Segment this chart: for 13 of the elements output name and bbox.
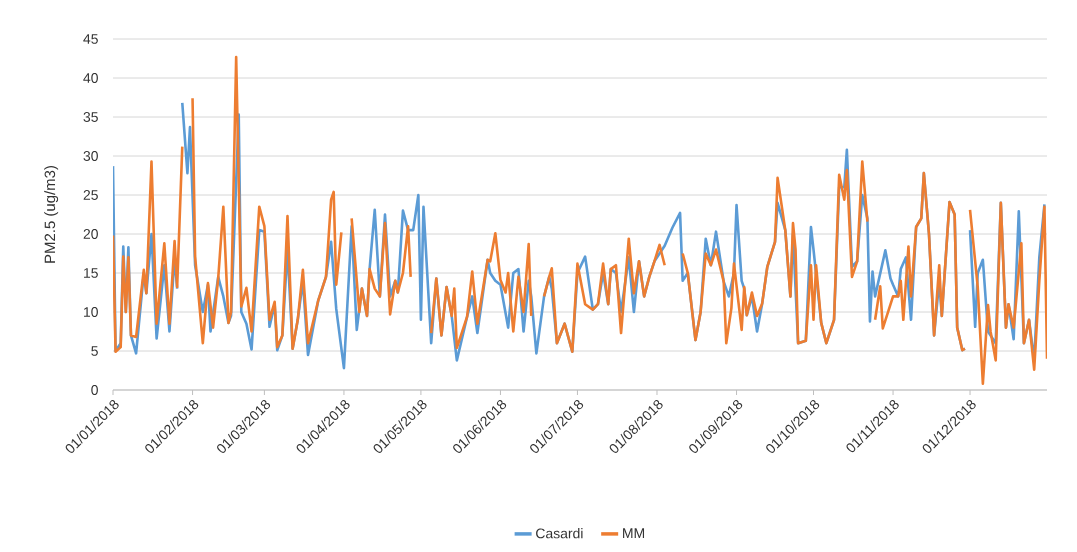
y-tick-label: 10 bbox=[84, 307, 98, 317]
y-tick-label: 0 bbox=[91, 385, 98, 395]
y-tick-label: 25 bbox=[83, 190, 98, 200]
y-tick-label: 30 bbox=[83, 151, 98, 161]
legend-label: MM bbox=[623, 528, 645, 538]
y-tick-label: 15 bbox=[84, 268, 98, 278]
y-tick-label: 5 bbox=[91, 346, 98, 356]
y-tick-label: 45 bbox=[83, 34, 98, 44]
y-tick-label: 35 bbox=[83, 112, 98, 122]
y-axis-title: PM2.5 (ug/m3) bbox=[44, 166, 59, 263]
y-tick-label: 20 bbox=[83, 229, 98, 239]
legend-label: Casardi bbox=[536, 528, 583, 539]
y-tick-label: 40 bbox=[83, 73, 98, 83]
